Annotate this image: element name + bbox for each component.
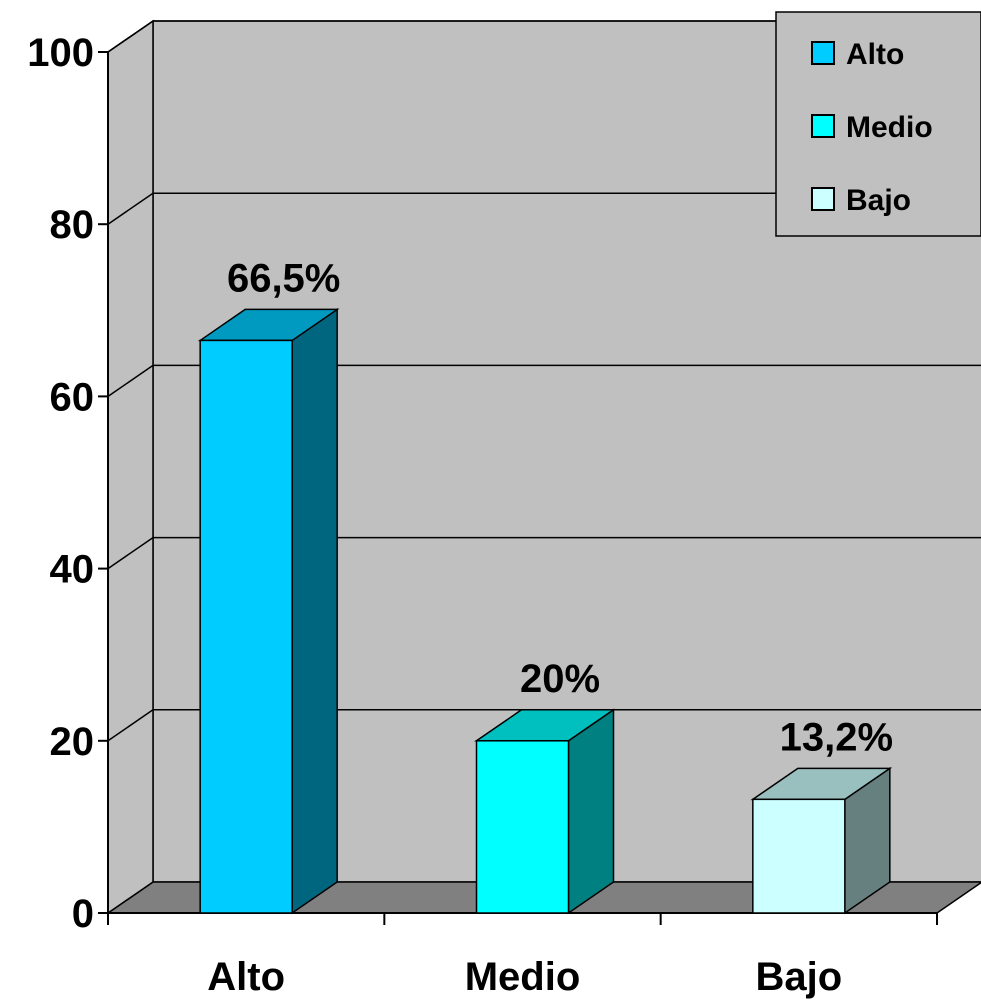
gridline-side: [107, 709, 154, 742]
x-tick-label: Alto: [207, 955, 285, 999]
y-tick-label: 60: [50, 375, 95, 419]
gridline-side: [107, 536, 154, 570]
legend-swatch: [811, 114, 835, 138]
y-tick-label: 40: [50, 548, 95, 592]
legend-swatch: [811, 41, 835, 65]
bar-bajo: [750, 766, 893, 915]
gridline-side: [107, 364, 154, 398]
legend-label: Medio: [846, 111, 933, 144]
legend-label: Alto: [846, 38, 904, 71]
bar-front: [475, 740, 570, 914]
legend-label: Bajo: [846, 184, 911, 217]
y-tick-label: 100: [27, 31, 94, 75]
y-tick-label: 20: [50, 720, 95, 764]
bar-medio: [474, 708, 616, 915]
bar-front: [752, 798, 846, 914]
data-labels: 66,5% 20% 13,2%: [227, 256, 893, 759]
x-axis: Alto Medio Bajo: [107, 912, 938, 999]
y-tick-label: 0: [72, 892, 94, 936]
data-label: 20%: [520, 657, 600, 701]
data-label: 66,5%: [227, 256, 340, 300]
y-axis: 0 20 40 60 80 100: [27, 31, 109, 936]
gridline-side: [107, 20, 154, 53]
data-label: 13,2%: [780, 715, 893, 759]
bar-side: [567, 708, 615, 915]
legend-swatch: [811, 187, 835, 211]
x-tick-label: Bajo: [755, 955, 842, 999]
bar-front: [199, 339, 293, 914]
gridline-side: [107, 192, 154, 225]
bar-side: [291, 308, 338, 915]
legend: Alto Medio Bajo: [775, 11, 981, 237]
legend-box: [775, 11, 981, 237]
y-tick-label: 80: [50, 203, 95, 247]
side-wall: [107, 19, 154, 915]
bars: [197, 308, 893, 915]
x-tick-label: Medio: [465, 955, 581, 999]
bar-alto: [197, 308, 340, 915]
